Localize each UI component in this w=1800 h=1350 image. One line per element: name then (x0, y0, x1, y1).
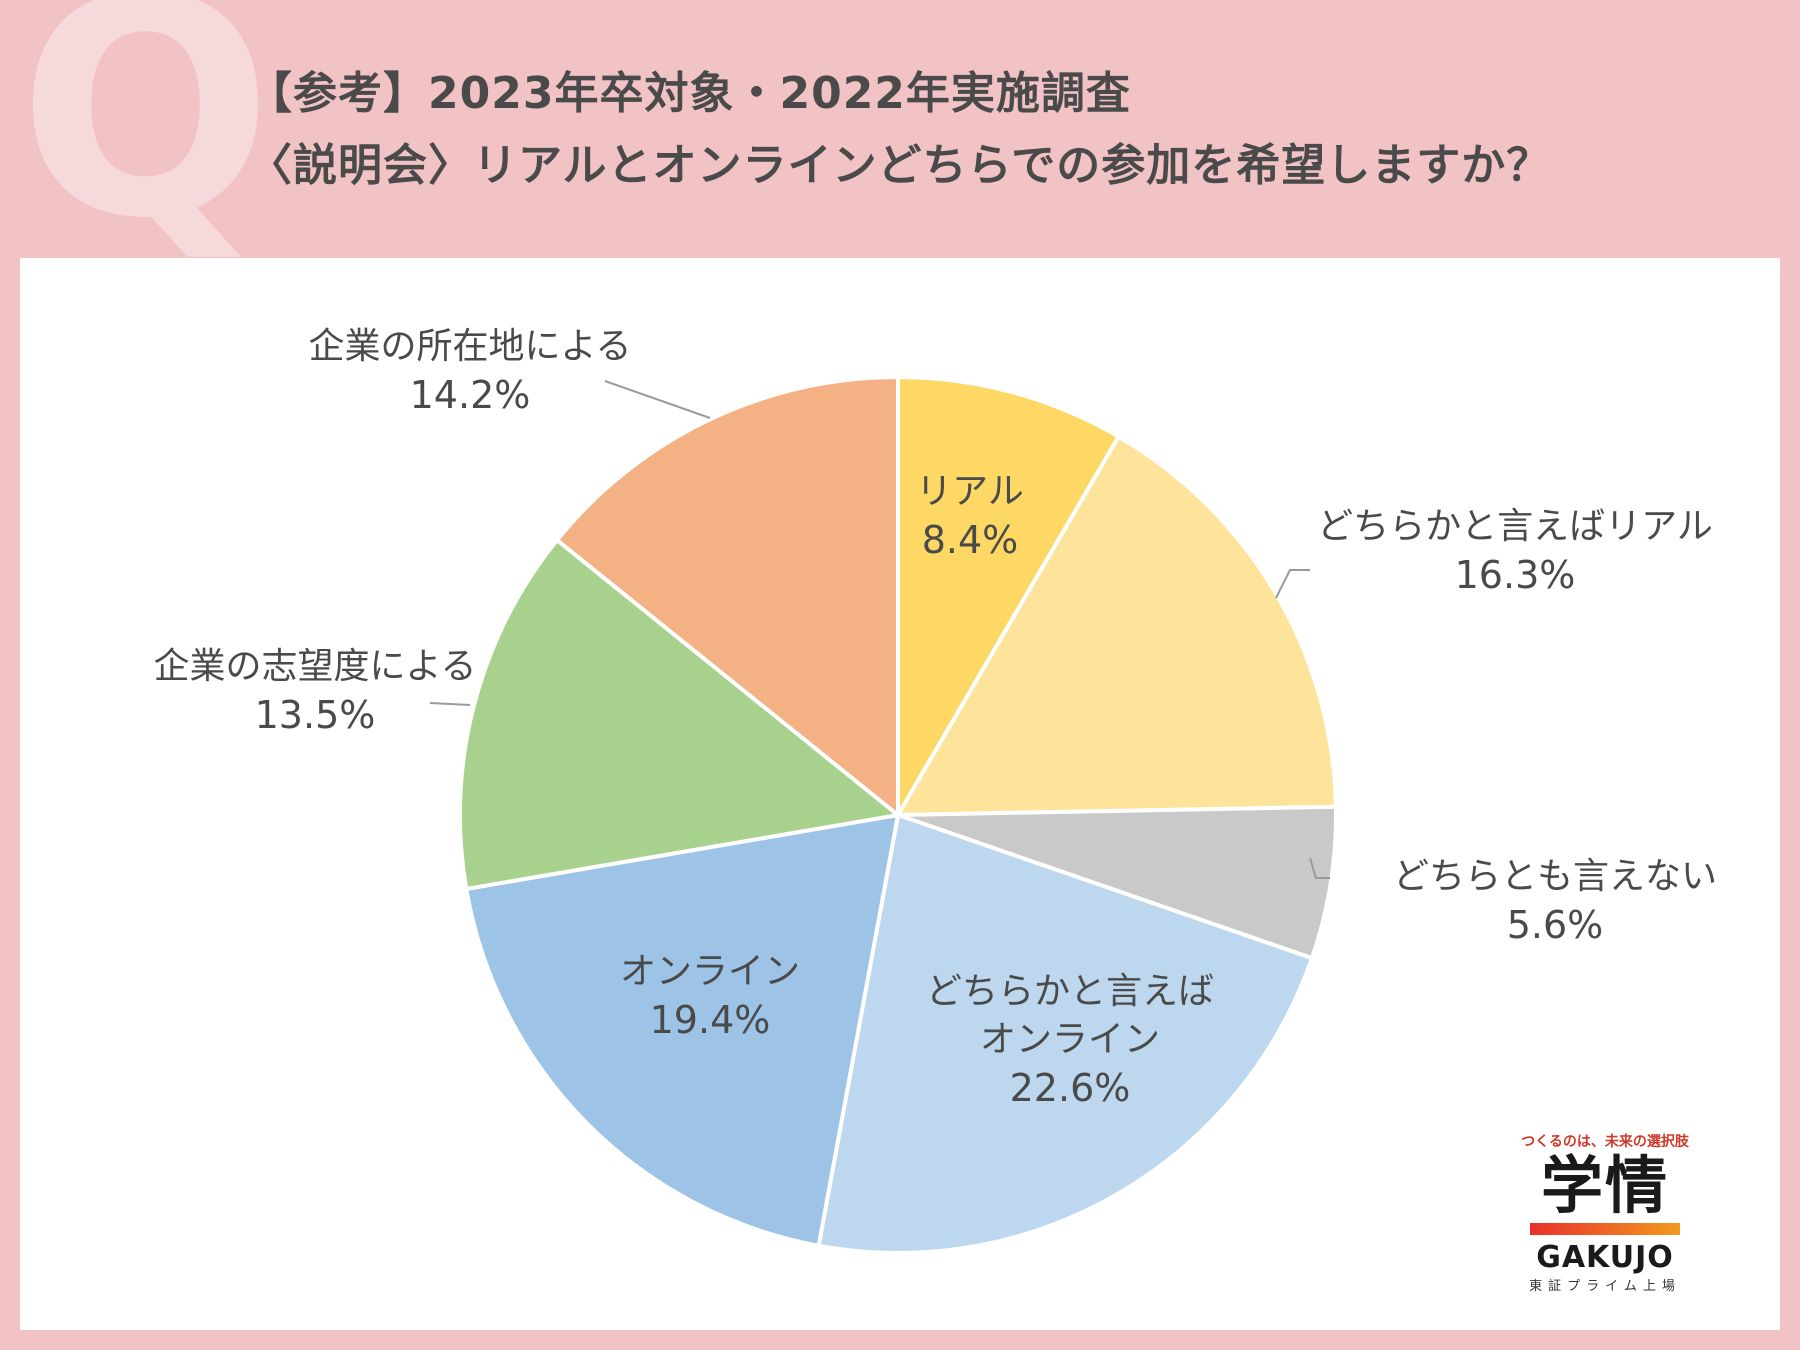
pie-slice (896, 374, 1122, 823)
slice-label-text: どちらかと言えば (925, 971, 1215, 1012)
slice-label: オンライン 19.4% (620, 948, 800, 1044)
leader-line (1309, 857, 1330, 879)
slice-value-label: 19.4% (649, 998, 771, 1042)
title-line-2: 〈説明会〉リアルとオンラインどちらでの参加を希望しますか？ (248, 140, 1552, 191)
pie-chart (429, 374, 1338, 1255)
brand-tagline: つくるのは、未来の選択肢 (1521, 1134, 1689, 1150)
brand-name-en: GAKUJO (1536, 1240, 1674, 1275)
leader-line (1275, 569, 1310, 599)
slice-label-text: 企業の志望度による (153, 646, 477, 687)
slice-label: どちらとも言えない 5.6% (1393, 853, 1717, 949)
slice-value-label: 14.2% (409, 373, 531, 417)
slice-label-text: 企業の所在地による (308, 326, 632, 367)
pie-slice (463, 812, 901, 1249)
pie-slice (554, 374, 900, 820)
leader-line (604, 380, 711, 419)
pie-slice (458, 537, 903, 892)
slice-label-text: オンライン (619, 951, 801, 992)
title-line-1: 【参考】2023年卒対象・2022年実施調査 (248, 68, 1131, 119)
slice-value-label: 16.3% (1454, 553, 1576, 597)
pie-slice (894, 433, 1338, 818)
brand-logo-text: 学情 (1540, 1149, 1669, 1222)
slice-label: どちらかと言えば オンライン 22.6% (926, 968, 1214, 1112)
chart-panel: リアル 8.4% どちらかと言えばリアル 16.3% どちらとも言えない 5.6% どちらか… (20, 258, 1780, 1330)
slice-label: リアル 8.4% (916, 468, 1024, 564)
slice-label-text: どちらかと言えばリアル (1317, 506, 1713, 547)
chart-title: 【参考】2023年卒対象・2022年実施調査 〈説明会〉リアルとオンラインどちら… (248, 58, 1551, 202)
pie-slice (897, 804, 1338, 961)
slice-label-text: オンライン (979, 1019, 1161, 1060)
slice-label: 企業の所在地による 14.2% (309, 323, 632, 419)
slice-value-label: 5.6% (1506, 903, 1604, 947)
slice-label-text: リアル (916, 471, 1024, 512)
slice-value-label: 13.5% (254, 693, 376, 737)
brand-sub: 東証プライム上場 (1529, 1279, 1681, 1294)
slice-value-label: 22.6% (1009, 1066, 1131, 1110)
slice-label: 企業の志望度による 13.5% (154, 643, 477, 739)
slice-label-text: どちらとも言えない (1392, 856, 1718, 897)
q-mark: Q (18, 0, 274, 284)
brand-logo: つくるのは、未来の選択肢 学情 GAKUJO 東証プライム上場 (1520, 1131, 1690, 1294)
pie-slice (816, 812, 1315, 1255)
slice-label: どちらかと言えばリアル 16.3% (1317, 503, 1713, 599)
leader-line (429, 702, 471, 706)
brand-bar (1530, 1223, 1680, 1235)
slice-value-label: 8.4% (921, 518, 1019, 562)
